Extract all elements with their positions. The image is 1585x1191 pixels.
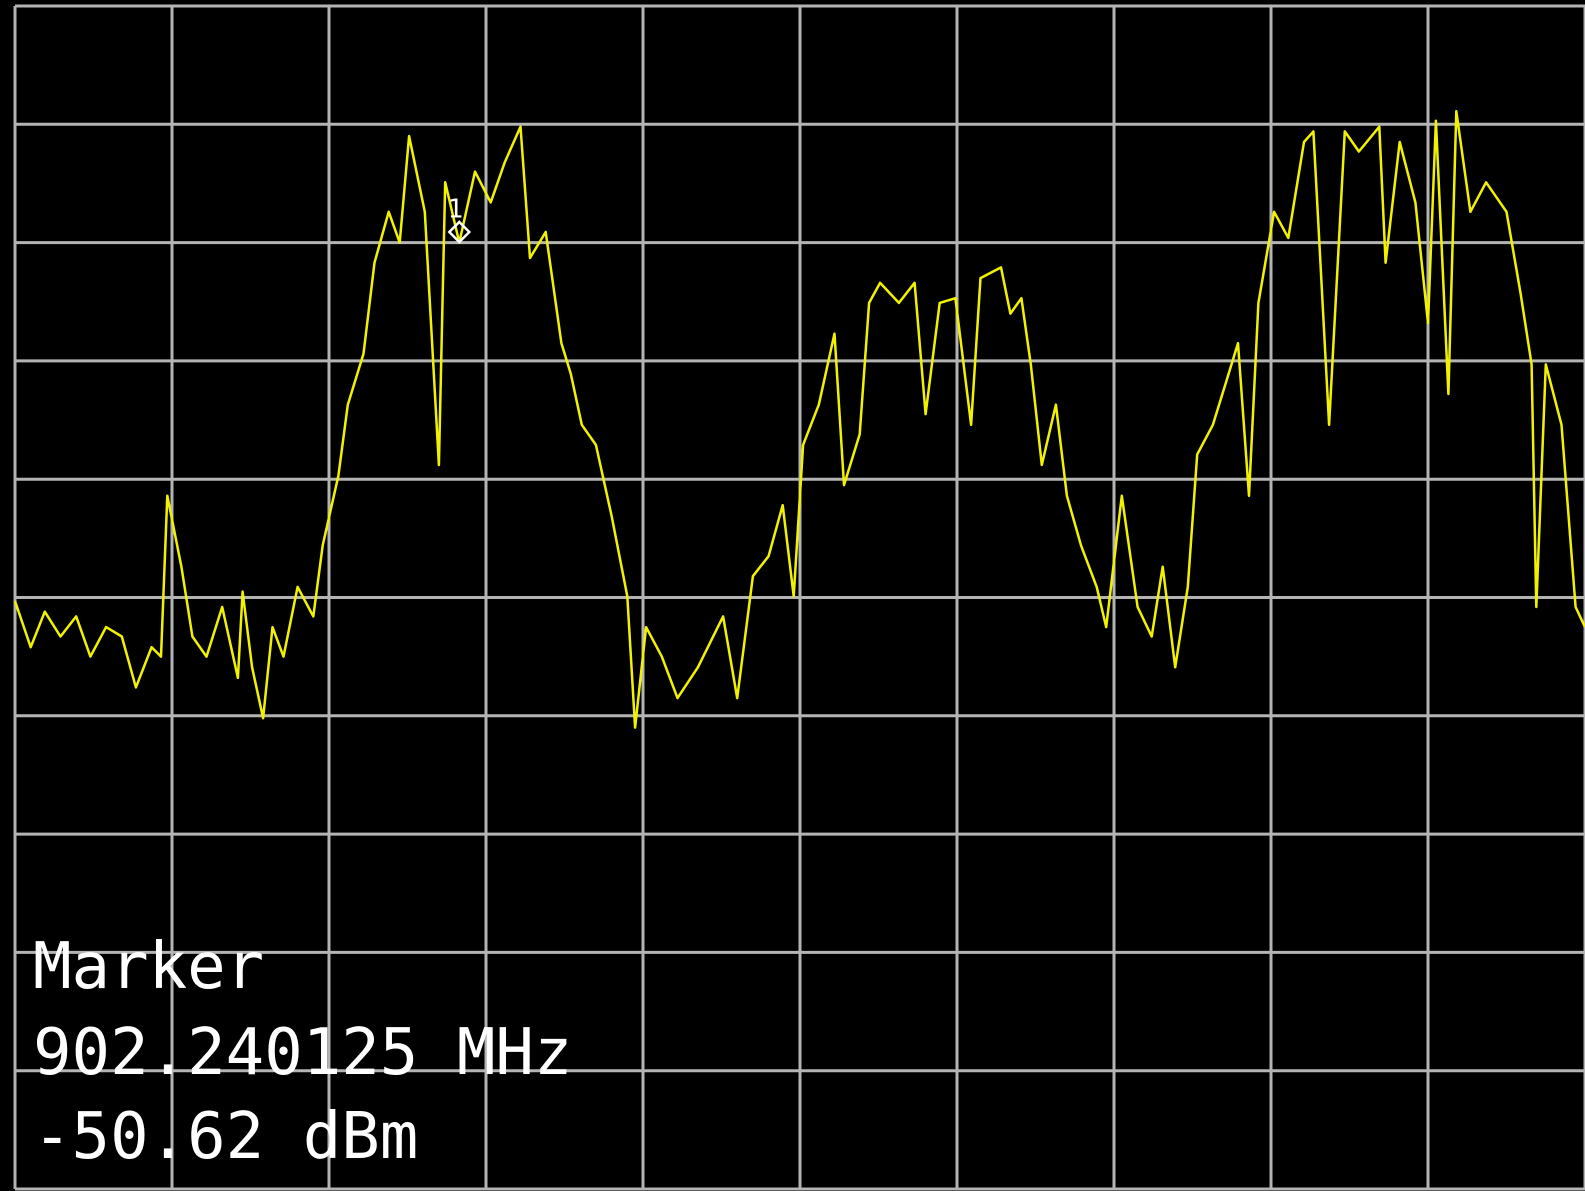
marker-readout: Marker xyxy=(33,930,264,1004)
marker-readout: 902.240125 MHz xyxy=(33,1016,572,1090)
marker-readout: -50.62 dBm xyxy=(33,1100,418,1174)
marker-label: 1 xyxy=(447,194,463,224)
marker-diamond xyxy=(447,220,472,244)
trace xyxy=(13,110,1585,729)
